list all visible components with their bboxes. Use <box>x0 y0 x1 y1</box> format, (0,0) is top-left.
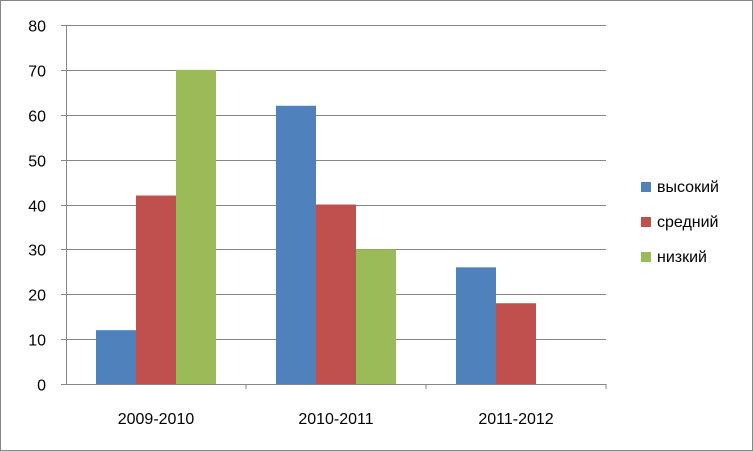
bar-2-1 <box>356 249 396 384</box>
legend-label: средний <box>657 214 719 231</box>
y-tick-label: 80 <box>28 19 46 36</box>
bar-1-2 <box>496 303 536 384</box>
legend-label: низкий <box>657 249 707 266</box>
y-tick-label: 0 <box>37 378 46 395</box>
y-tick-label: 50 <box>28 154 46 171</box>
bar-1-1 <box>316 204 356 384</box>
legend-label: высокий <box>657 179 719 196</box>
bar-1-0 <box>136 195 176 384</box>
bar-0-1 <box>276 105 316 385</box>
x-tick-labels: 2009-2010 2010-2011 2011-2012 <box>118 411 554 428</box>
y-tick-label: 20 <box>28 288 46 305</box>
legend-swatch <box>641 182 651 192</box>
bars <box>96 69 536 385</box>
y-tick-label: 30 <box>28 243 46 260</box>
y-tick-label: 10 <box>28 333 46 350</box>
y-tick-label: 40 <box>28 199 46 216</box>
x-tick-label: 2011-2012 <box>478 411 553 428</box>
axes <box>61 25 607 389</box>
y-tick-label: 60 <box>28 109 46 126</box>
bar-0-2 <box>456 267 496 384</box>
y-tick-label: 70 <box>28 64 46 81</box>
bar-2-0 <box>176 69 216 384</box>
y-tick-labels: 0 10 20 30 40 50 60 70 80 <box>28 19 46 395</box>
x-tick-label: 2010-2011 <box>298 411 373 428</box>
bar-0-0 <box>96 330 136 384</box>
legend-swatch <box>641 217 651 227</box>
legend-swatch <box>641 252 651 262</box>
legend: высокий средний низкий <box>641 179 719 266</box>
x-tick-label: 2009-2010 <box>118 411 195 428</box>
